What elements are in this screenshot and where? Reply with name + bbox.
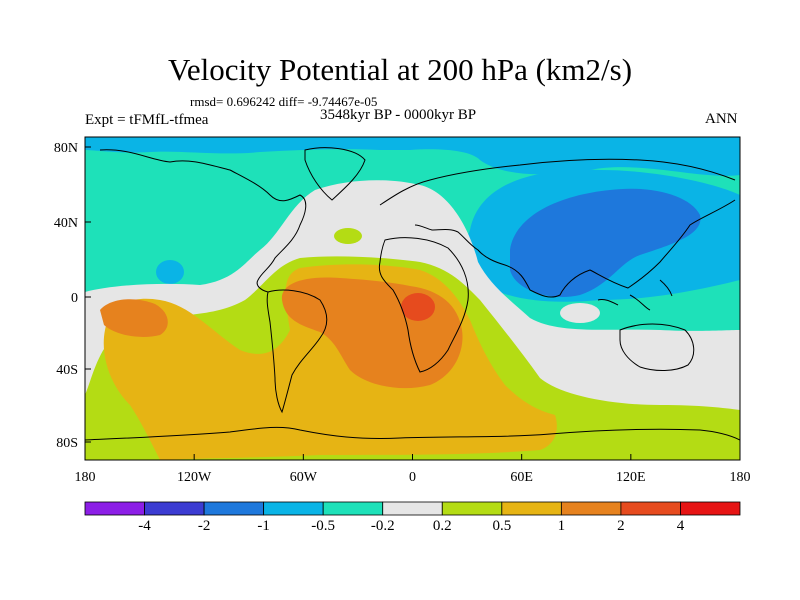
coast-eurasia: [379, 158, 736, 298]
coast-africa: [378, 237, 469, 373]
lon-tick-label: 120W: [177, 470, 212, 485]
colorbar-label: 0.5: [492, 518, 512, 534]
lat-tick-label: 80S: [56, 436, 78, 451]
lat-axis: 80N 40N 0 40S 80S: [54, 141, 91, 451]
colorbar-label: -0.2: [370, 518, 395, 534]
field-green-spot: [334, 228, 362, 244]
coastlines: [85, 147, 740, 441]
stats-label: rmsd= 0.696242 diff= -9.74467e-05: [190, 94, 378, 109]
field-orange-pacific: [100, 299, 168, 337]
lat-tick-label: 80N: [54, 141, 78, 156]
colorbar-label: 1: [557, 518, 566, 534]
colorbar-swatch: [322, 501, 384, 516]
colorbar-label: 0.2: [432, 518, 452, 534]
colorbar-swatch: [441, 501, 503, 516]
colorbar-swatch: [560, 501, 622, 516]
colorbar-swatch: [382, 501, 443, 516]
coast-greenland: [304, 147, 366, 201]
coast-south-america: [266, 289, 328, 414]
lon-tick-label: 120E: [616, 470, 646, 485]
coast-australia: [619, 323, 695, 371]
coast-north-america: [99, 149, 307, 293]
colorbar-swatch: [501, 501, 562, 516]
field-red-africa: [401, 293, 435, 321]
lon-axis: 180 120W 60W 0 60E 120E 180: [75, 454, 751, 485]
colorbar-label: 4: [676, 518, 685, 534]
contour-field: [85, 137, 740, 460]
field-gray-pacific-spot: [560, 303, 600, 323]
lat-tick-label: 40N: [54, 216, 78, 231]
lon-tick-label: 180: [75, 470, 96, 485]
colorbar-label: -0.5: [311, 518, 336, 534]
lon-tick-label: 60E: [510, 470, 533, 485]
colorbar-label: 2: [617, 518, 625, 534]
figure-title: Velocity Potential at 200 hPa (km2/s): [167, 52, 633, 87]
colorbar-swatch: [203, 501, 265, 516]
period-label: 3548kyr BP - 0000kyr BP: [320, 107, 477, 123]
season-label: ANN: [705, 111, 738, 127]
colorbar-label: -4: [138, 518, 151, 534]
colorbar-swatch: [84, 501, 145, 516]
field-lightblue-pacific-spot: [156, 260, 184, 284]
experiment-label: Expt = tFMfL-tfmea: [85, 112, 209, 128]
colorbar-label: -1: [257, 518, 270, 534]
lon-tick-label: 60W: [290, 470, 318, 485]
lon-tick-label: 0: [409, 470, 416, 485]
coast-southeast-asia-islands: [597, 279, 673, 311]
lat-tick-label: 40S: [56, 363, 78, 378]
coast-antarctica: [85, 426, 740, 441]
colorbar-swatch: [144, 501, 205, 516]
colorbar-label: -2: [197, 518, 211, 534]
colorbar-swatch: [680, 501, 741, 516]
lat-tick-label: 0: [71, 291, 78, 306]
field-lightblue-arctic: [85, 137, 740, 176]
colorbar-swatch: [620, 501, 681, 516]
field-blue-asia: [510, 188, 701, 298]
colorbar-swatch: [263, 501, 324, 516]
colorbar: [84, 501, 741, 516]
lon-tick-label: 180: [730, 470, 751, 485]
